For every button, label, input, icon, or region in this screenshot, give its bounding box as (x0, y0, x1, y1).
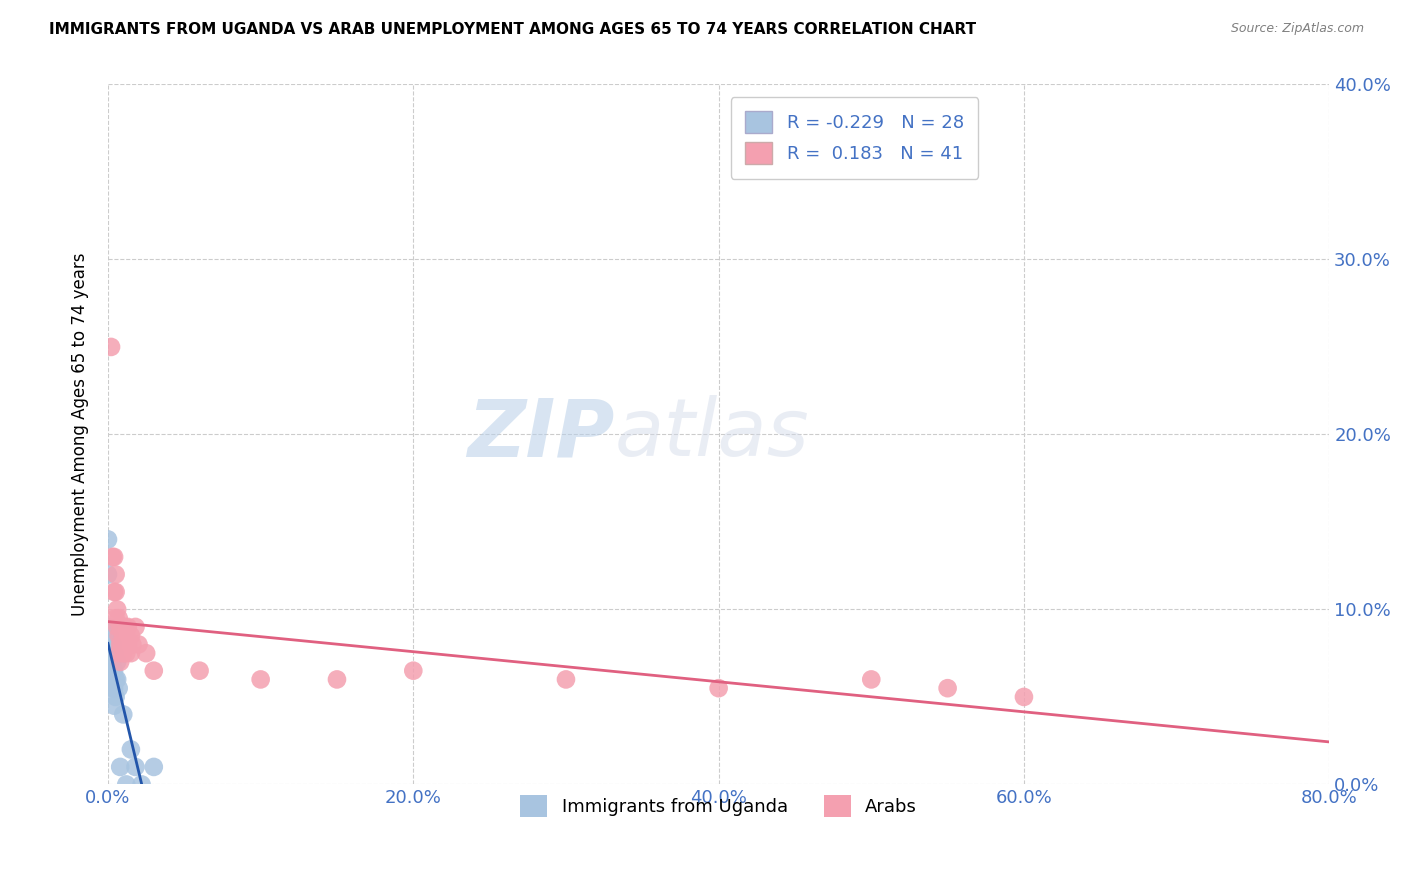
Text: Source: ZipAtlas.com: Source: ZipAtlas.com (1230, 22, 1364, 36)
Point (105, 655, 128, 669)
Point (326, 673, 349, 687)
Point (115, 777, 138, 791)
Point (936, 681, 959, 696)
Point (104, 611, 127, 625)
Point (98, 629, 121, 643)
Point (142, 664, 165, 678)
Point (402, 664, 425, 678)
Text: ZIP: ZIP (467, 395, 614, 474)
Point (121, 637, 143, 651)
Point (101, 655, 124, 669)
Point (124, 620, 146, 634)
Point (103, 585, 125, 599)
Point (120, 646, 142, 660)
Point (114, 620, 136, 634)
Point (124, 760, 146, 774)
Point (107, 681, 129, 696)
Point (97, 620, 120, 634)
Point (101, 681, 124, 696)
Point (104, 690, 127, 704)
Point (108, 760, 131, 774)
Point (101, 664, 124, 678)
Point (100, 664, 122, 678)
Point (105, 602, 128, 616)
Point (103, 664, 125, 678)
Point (120, 629, 142, 643)
Point (105, 673, 128, 687)
Point (142, 760, 165, 774)
Point (104, 673, 127, 687)
Point (101, 637, 124, 651)
Point (103, 681, 125, 696)
Point (117, 620, 139, 634)
Point (104, 585, 127, 599)
Point (135, 646, 157, 660)
Point (105, 620, 128, 634)
Point (112, 707, 135, 722)
Point (100, 340, 122, 354)
Point (120, 742, 142, 756)
Point (103, 698, 125, 713)
Point (860, 673, 883, 687)
Point (707, 681, 730, 696)
Y-axis label: Unemployment Among Ages 65 to 74 years: Unemployment Among Ages 65 to 74 years (72, 252, 89, 616)
Point (100, 673, 122, 687)
Point (98, 646, 121, 660)
Point (114, 637, 136, 651)
Point (131, 777, 153, 791)
Point (111, 620, 134, 634)
Text: atlas: atlas (614, 395, 810, 474)
Text: IMMIGRANTS FROM UGANDA VS ARAB UNEMPLOYMENT AMONG AGES 65 TO 74 YEARS CORRELATIO: IMMIGRANTS FROM UGANDA VS ARAB UNEMPLOYM… (49, 22, 976, 37)
Point (117, 637, 139, 651)
Point (103, 646, 125, 660)
Point (97, 533, 120, 547)
Point (108, 620, 131, 634)
Point (101, 549, 124, 564)
Legend: Immigrants from Uganda, Arabs: Immigrants from Uganda, Arabs (513, 788, 924, 824)
Point (100, 655, 122, 669)
Point (111, 637, 134, 651)
Point (107, 611, 129, 625)
Point (188, 664, 211, 678)
Point (103, 549, 125, 564)
Point (112, 646, 135, 660)
Point (555, 673, 578, 687)
Point (108, 637, 131, 651)
Point (108, 655, 131, 669)
Point (112, 629, 135, 643)
Point (1012, 690, 1035, 704)
Point (107, 646, 129, 660)
Point (97, 567, 120, 582)
Point (115, 646, 138, 660)
Point (128, 637, 150, 651)
Point (249, 673, 271, 687)
Point (115, 629, 138, 643)
Point (104, 567, 127, 582)
Point (107, 629, 129, 643)
